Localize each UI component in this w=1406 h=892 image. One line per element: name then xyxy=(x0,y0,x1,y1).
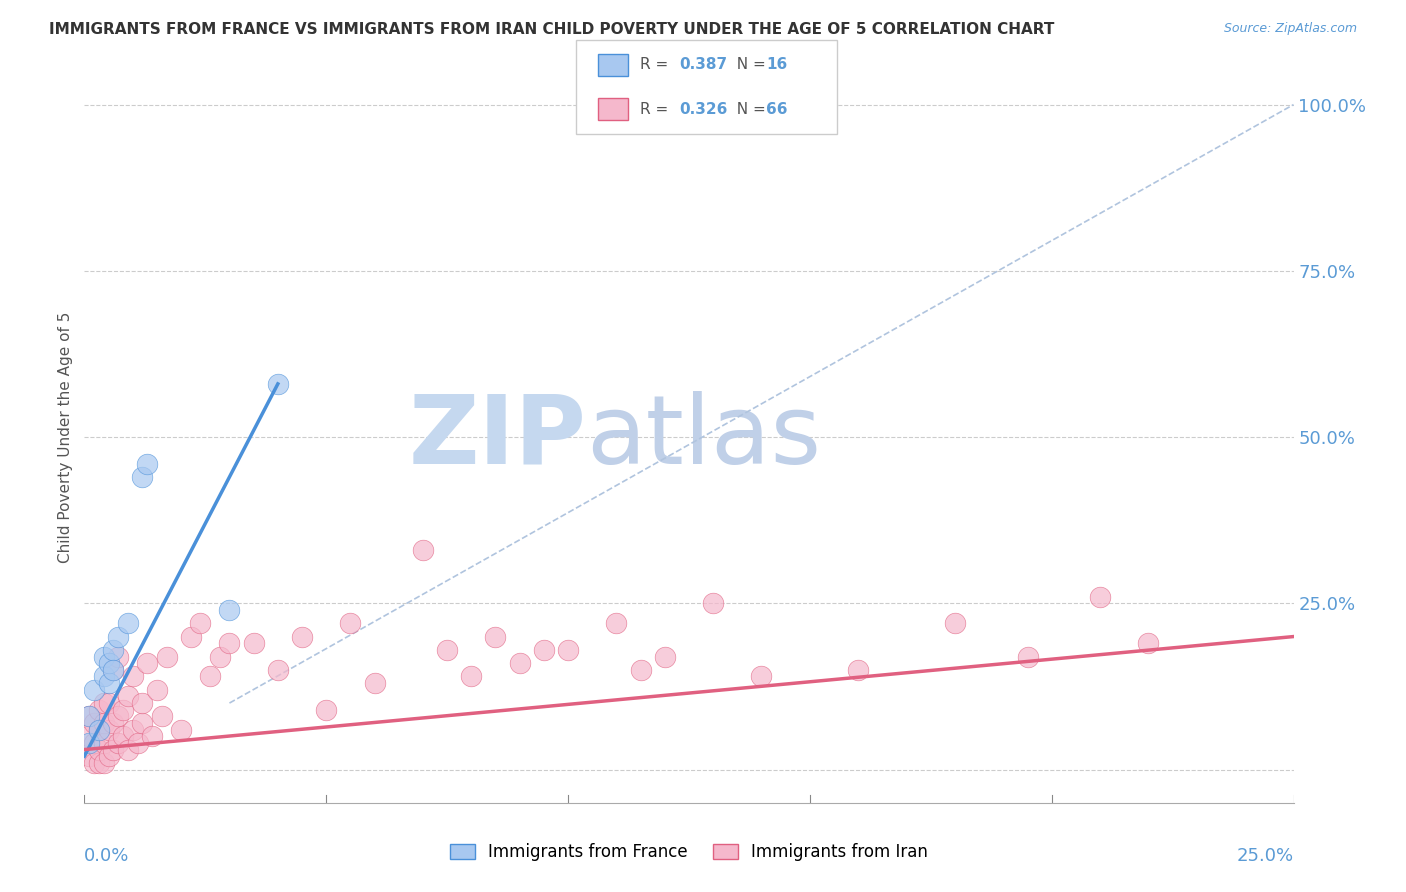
Text: 0.0%: 0.0% xyxy=(84,847,129,864)
Immigrants from Iran xyxy=(83,756,105,770)
Immigrants from Iran xyxy=(112,729,135,743)
Immigrants from Iran xyxy=(412,543,434,558)
Immigrants from Iran xyxy=(121,669,143,683)
Immigrants from Iran xyxy=(557,643,579,657)
Immigrants from Iran xyxy=(218,636,240,650)
Immigrants from Iran xyxy=(630,663,652,677)
Immigrants from Iran xyxy=(87,723,110,737)
Immigrants from Iran xyxy=(267,663,290,677)
Text: ZIP: ZIP xyxy=(408,391,586,483)
Immigrants from Iran xyxy=(107,709,129,723)
Immigrants from Iran xyxy=(112,703,135,717)
Text: R =: R = xyxy=(640,102,673,117)
Immigrants from Iran xyxy=(436,643,458,657)
Text: IMMIGRANTS FROM FRANCE VS IMMIGRANTS FROM IRAN CHILD POVERTY UNDER THE AGE OF 5 : IMMIGRANTS FROM FRANCE VS IMMIGRANTS FRO… xyxy=(49,22,1054,37)
Immigrants from Iran xyxy=(1017,649,1039,664)
Immigrants from Iran xyxy=(93,716,115,731)
Immigrants from Iran xyxy=(127,736,149,750)
Immigrants from Iran xyxy=(83,716,105,731)
Immigrants from Iran xyxy=(363,676,385,690)
Immigrants from France xyxy=(267,376,290,391)
Immigrants from Iran xyxy=(654,649,676,664)
Immigrants from Iran xyxy=(190,616,212,631)
Immigrants from France xyxy=(83,682,105,697)
Immigrants from Iran xyxy=(533,643,555,657)
Immigrants from France xyxy=(107,630,129,644)
Immigrants from Iran xyxy=(77,709,100,723)
Immigrants from Iran xyxy=(121,723,143,737)
Immigrants from Iran xyxy=(484,630,506,644)
Immigrants from France xyxy=(97,676,120,690)
Immigrants from Iran xyxy=(605,616,627,631)
Immigrants from Iran xyxy=(339,616,361,631)
Immigrants from Iran xyxy=(846,663,869,677)
Immigrants from Iran xyxy=(77,729,100,743)
Immigrants from Iran xyxy=(77,749,100,764)
Text: R =: R = xyxy=(640,57,673,72)
Immigrants from Iran xyxy=(146,682,169,697)
Immigrants from Iran xyxy=(103,716,125,731)
Immigrants from Iran xyxy=(170,723,193,737)
Immigrants from France xyxy=(117,616,139,631)
Immigrants from Iran xyxy=(702,596,724,610)
Immigrants from Iran xyxy=(97,749,120,764)
Immigrants from Iran xyxy=(291,630,314,644)
Immigrants from France xyxy=(87,723,110,737)
Immigrants from Iran xyxy=(117,742,139,756)
Immigrants from Iran xyxy=(117,690,139,704)
Immigrants from Iran xyxy=(103,742,125,756)
Immigrants from France xyxy=(103,663,125,677)
Text: N =: N = xyxy=(727,57,770,72)
Immigrants from Iran xyxy=(242,636,264,650)
Text: 25.0%: 25.0% xyxy=(1236,847,1294,864)
Immigrants from Iran xyxy=(208,649,231,664)
Text: Source: ZipAtlas.com: Source: ZipAtlas.com xyxy=(1223,22,1357,36)
Immigrants from Iran xyxy=(150,709,173,723)
Immigrants from Iran xyxy=(87,742,110,756)
Immigrants from Iran xyxy=(83,736,105,750)
Text: 16: 16 xyxy=(766,57,787,72)
Immigrants from Iran xyxy=(93,756,115,770)
Immigrants from Iran xyxy=(141,729,163,743)
Text: N =: N = xyxy=(727,102,770,117)
Immigrants from Iran xyxy=(97,696,120,710)
Immigrants from Iran xyxy=(180,630,202,644)
Immigrants from France xyxy=(131,470,153,484)
Immigrants from Iran xyxy=(87,756,110,770)
Immigrants from Iran xyxy=(93,696,115,710)
Immigrants from Iran xyxy=(751,669,773,683)
Immigrants from Iran xyxy=(131,696,153,710)
Y-axis label: Child Poverty Under the Age of 5: Child Poverty Under the Age of 5 xyxy=(58,311,73,563)
Immigrants from Iran xyxy=(1088,590,1111,604)
Text: 66: 66 xyxy=(766,102,787,117)
Immigrants from Iran xyxy=(198,669,221,683)
Immigrants from Iran xyxy=(103,663,125,677)
Text: 0.326: 0.326 xyxy=(679,102,727,117)
Immigrants from Iran xyxy=(315,703,337,717)
Immigrants from Iran xyxy=(509,656,531,670)
Immigrants from Iran xyxy=(136,656,159,670)
Legend: Immigrants from France, Immigrants from Iran: Immigrants from France, Immigrants from … xyxy=(443,837,935,868)
Immigrants from Iran xyxy=(107,736,129,750)
Immigrants from France xyxy=(93,649,115,664)
Immigrants from Iran xyxy=(107,649,129,664)
Immigrants from France xyxy=(103,643,125,657)
Immigrants from Iran xyxy=(460,669,482,683)
Immigrants from Iran xyxy=(943,616,966,631)
Immigrants from Iran xyxy=(155,649,177,664)
Immigrants from Iran xyxy=(93,736,115,750)
Immigrants from Iran xyxy=(87,703,110,717)
Immigrants from France xyxy=(77,709,100,723)
Immigrants from France xyxy=(93,669,115,683)
Immigrants from France xyxy=(218,603,240,617)
Immigrants from Iran xyxy=(1137,636,1160,650)
Immigrants from France xyxy=(77,736,100,750)
Immigrants from Iran xyxy=(97,723,120,737)
Immigrants from France xyxy=(97,656,120,670)
Immigrants from France xyxy=(136,457,159,471)
Immigrants from Iran xyxy=(131,716,153,731)
Text: atlas: atlas xyxy=(586,391,821,483)
Text: 0.387: 0.387 xyxy=(679,57,727,72)
